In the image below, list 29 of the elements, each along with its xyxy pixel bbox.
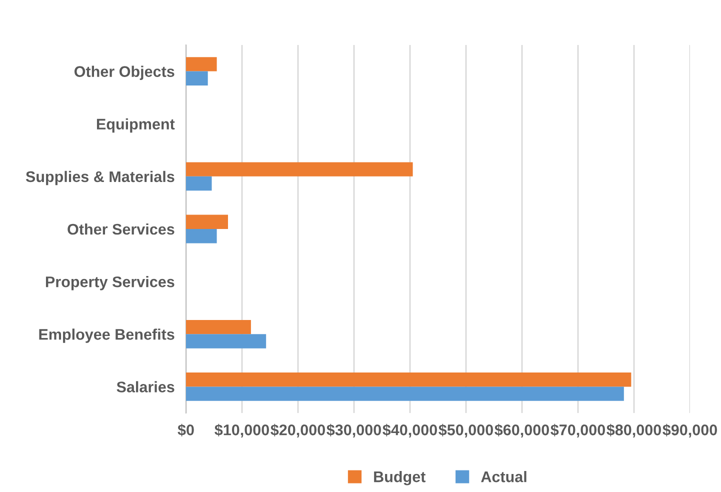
x-tick-label: $0 <box>178 424 194 436</box>
bar <box>186 71 208 86</box>
bar <box>186 229 217 244</box>
bar <box>186 372 632 387</box>
x-tick-label: $30,000 <box>326 424 381 438</box>
y-tick-label: Salaries <box>116 381 174 392</box>
x-tick-label: $40,000 <box>382 424 437 438</box>
x-tick-label: $90,000 <box>662 424 717 438</box>
bar <box>186 334 266 348</box>
legend-label: Budget <box>374 470 426 486</box>
bar <box>186 214 228 229</box>
bar <box>186 162 413 176</box>
y-tick-label: Other Objects <box>74 66 174 80</box>
bar <box>186 57 217 72</box>
x-tick-label: $20,000 <box>270 424 325 438</box>
x-tick-label: $50,000 <box>438 424 493 438</box>
x-tick-label: $10,000 <box>214 424 269 438</box>
bar <box>186 386 624 401</box>
bar <box>186 320 251 334</box>
y-tick-label: Employee Benefits <box>39 328 174 343</box>
y-tick-label: Equipment <box>96 118 175 133</box>
legend-label: Actual <box>481 470 526 482</box>
y-tick-label: Supplies & Materials <box>26 170 174 186</box>
y-tick-label: Other Services <box>68 223 174 235</box>
x-tick-label: $60,000 <box>494 424 549 438</box>
x-tick-label: $70,000 <box>550 424 605 438</box>
y-tick-label: Property Services <box>46 276 174 290</box>
x-tick-label: $80,000 <box>606 424 661 438</box>
bar <box>186 176 212 191</box>
